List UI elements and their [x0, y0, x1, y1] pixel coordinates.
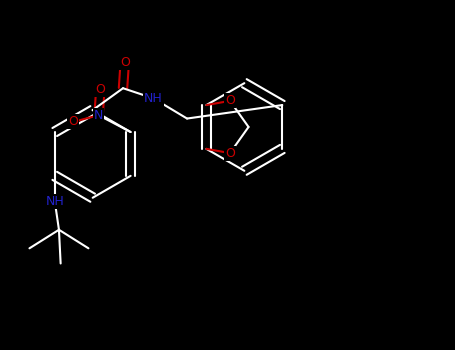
Text: NH: NH: [144, 92, 163, 105]
Text: O: O: [68, 116, 78, 128]
Text: O: O: [120, 56, 130, 69]
Text: N: N: [94, 109, 103, 122]
Text: NH: NH: [46, 195, 64, 208]
Text: O: O: [225, 147, 235, 160]
Text: O: O: [225, 94, 235, 107]
Text: O: O: [96, 83, 105, 96]
